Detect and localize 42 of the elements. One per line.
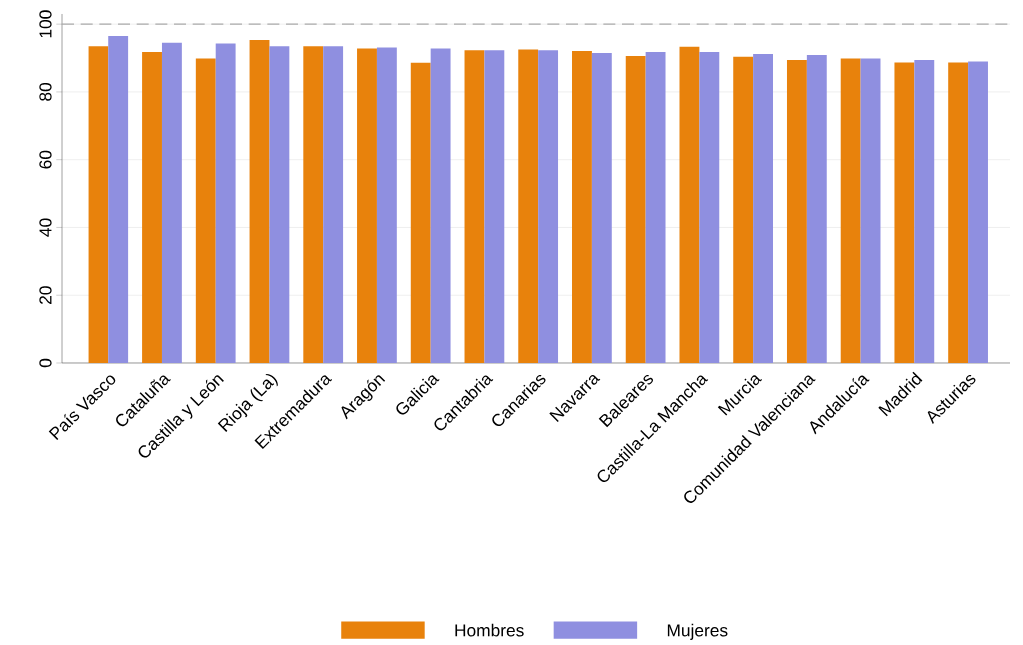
bar	[518, 49, 539, 363]
y-tick-label: 60	[39, 150, 52, 169]
bar	[161, 42, 182, 363]
y-tick-label: 20	[39, 286, 52, 304]
bar	[914, 60, 935, 363]
bar	[625, 56, 646, 363]
bar	[357, 48, 377, 363]
bar	[142, 51, 162, 363]
bar	[733, 56, 754, 363]
y-tick-label: 100	[39, 10, 52, 38]
bar	[860, 58, 881, 363]
bar	[249, 40, 270, 363]
bar	[410, 62, 431, 363]
bar	[464, 50, 485, 363]
bar	[968, 61, 988, 363]
bar	[753, 53, 774, 363]
bar	[108, 36, 129, 363]
bar	[430, 48, 451, 363]
bar	[894, 62, 915, 363]
bar	[195, 58, 216, 363]
bar	[645, 51, 666, 363]
legend-label: Hombres	[455, 623, 524, 637]
bar	[88, 46, 109, 363]
legend-label: Mujeres	[667, 623, 728, 640]
bar	[484, 50, 505, 363]
bar	[572, 50, 592, 363]
bar	[215, 43, 236, 363]
bar	[538, 50, 559, 363]
bar	[591, 52, 612, 363]
y-tick-label: 0	[39, 358, 52, 368]
bar	[323, 46, 344, 363]
y-tick-label: 80	[39, 82, 52, 101]
bar	[840, 58, 861, 363]
bar	[806, 54, 827, 363]
bar	[303, 46, 324, 363]
y-tick-label: 40	[39, 218, 52, 237]
bar	[376, 47, 397, 363]
bar	[786, 60, 807, 363]
bar	[699, 51, 720, 363]
bar	[948, 62, 969, 363]
bar	[679, 46, 700, 363]
bar	[269, 46, 290, 363]
